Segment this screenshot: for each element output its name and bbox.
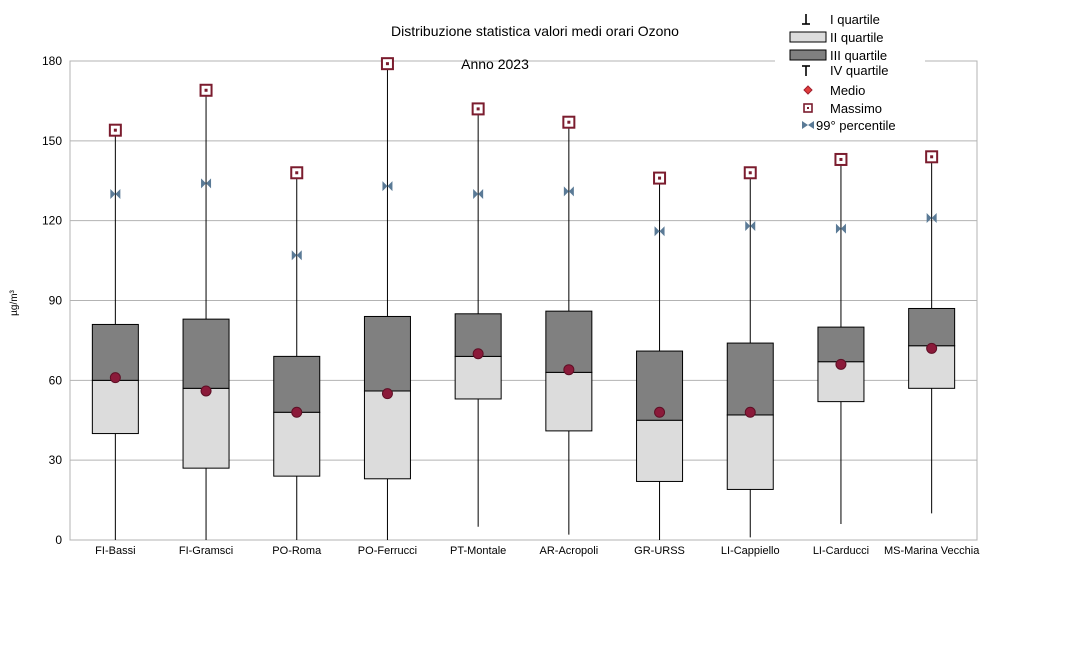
legend-label-mean: Medio [830, 83, 865, 98]
x-tick-label: AR-Acropoli [540, 545, 599, 557]
y-tick-label: 120 [42, 214, 62, 228]
y-tick-label: 150 [42, 134, 62, 148]
x-tick-label: PO-Ferrucci [358, 545, 417, 557]
box-third-quartile [91, 323, 139, 381]
x-tick-label: LI-Carducci [813, 545, 869, 557]
mean-marker [200, 385, 212, 397]
box-second-quartile [636, 419, 684, 482]
mean-marker [381, 388, 393, 400]
mean-marker [926, 342, 938, 354]
legend-background [775, 8, 925, 138]
mean-marker [835, 358, 847, 370]
p99-marker [291, 250, 302, 261]
max-marker-center [658, 176, 662, 180]
box-second-quartile [91, 379, 139, 435]
box-gr-urss [636, 171, 684, 540]
y-tick-label: 60 [49, 373, 63, 387]
p99-marker [382, 181, 393, 192]
box-third-quartile [726, 342, 774, 416]
y-tick-label: 0 [55, 533, 62, 547]
box-li-carducci [817, 152, 865, 525]
legend-symbol-q3 [789, 49, 827, 61]
box-fi-gramsci [182, 83, 230, 540]
mean-marker [472, 348, 484, 360]
box-third-quartile [273, 355, 321, 413]
p99-marker [563, 186, 574, 197]
max-marker-center [476, 107, 480, 111]
x-tick-label: LI-Cappiello [721, 545, 780, 557]
x-tick-label: GR-URSS [634, 545, 685, 557]
box-third-quartile [182, 318, 230, 389]
box-ms-marina-vecchia [908, 150, 956, 514]
box-po-ferrucci [363, 57, 411, 540]
box-li-cappiello [726, 166, 774, 538]
mean-marker [563, 364, 575, 376]
y-tick-label: 30 [49, 453, 63, 467]
max-marker-center [295, 171, 299, 175]
legend-symbol-p99 [802, 121, 814, 129]
legend-symbol-q4 [802, 65, 810, 76]
y-tick-label: 90 [49, 294, 63, 308]
box-ar-acropoli [545, 115, 593, 535]
legend: I quartile II quartile III quartile IV q… [775, 8, 925, 138]
legend-symbol-mean [803, 85, 813, 95]
legend-label-p99: 99° percentile [816, 118, 896, 133]
box-third-quartile [363, 315, 411, 392]
x-axis-tick-labels: FI-Bassi FI-Gramsci PO-Roma PO-Ferrucci PT-M… [95, 545, 980, 557]
y-axis-label: µg/m³ [9, 289, 20, 315]
max-marker-center [113, 128, 117, 132]
y-axis-tick-labels: 0 30 60 90 120 150 180 [42, 54, 62, 547]
mean-marker [744, 406, 756, 418]
y-tick-label: 180 [42, 54, 62, 68]
x-tick-label: FI-Gramsci [179, 545, 233, 557]
legend-symbol-q1 [802, 14, 810, 25]
box-series [91, 57, 956, 540]
plot-area-border [69, 60, 978, 541]
mean-marker [654, 406, 666, 418]
chart-subtitle: Anno 2023 [461, 56, 529, 72]
box-second-quartile [726, 414, 774, 490]
p99-marker [835, 223, 846, 234]
box-second-quartile [545, 371, 593, 432]
p99-marker [654, 226, 665, 237]
box-second-quartile [454, 355, 502, 400]
max-marker-center [385, 62, 389, 66]
box-third-quartile [545, 310, 593, 373]
box-third-quartile [908, 307, 956, 347]
max-marker-center [748, 171, 752, 175]
max-marker-center [839, 157, 843, 161]
mean-marker [109, 372, 121, 384]
legend-symbol-q2 [789, 31, 827, 43]
p99-marker [745, 220, 756, 231]
legend-label-q2: II quartile [830, 30, 883, 45]
legend-label-max: Massimo [830, 101, 882, 116]
p99-marker [926, 213, 937, 224]
box-po-roma [273, 166, 321, 540]
p99-marker [201, 178, 212, 189]
x-tick-label: MS-Marina Vecchia [884, 545, 980, 557]
legend-label-q3: III quartile [830, 48, 887, 63]
max-marker-center [204, 88, 208, 92]
box-third-quartile [817, 326, 865, 363]
legend-label-q4: IV quartile [830, 63, 889, 78]
x-tick-label: PO-Roma [272, 545, 322, 557]
box-second-quartile [273, 411, 321, 477]
legend-symbol-max [803, 103, 813, 113]
mean-marker [291, 406, 303, 418]
p99-marker [110, 189, 121, 200]
box-pt-montale [454, 102, 502, 527]
box-fi-bassi [91, 123, 139, 540]
max-marker-center [567, 120, 571, 124]
x-tick-label: FI-Bassi [95, 545, 135, 557]
chart-title: Distribuzione statistica valori medi ora… [391, 23, 679, 39]
max-marker-center [930, 155, 934, 159]
box-second-quartile [363, 390, 411, 480]
box-second-quartile [182, 387, 230, 469]
x-tick-label: PT-Montale [450, 545, 506, 557]
legend-label-q1: I quartile [830, 12, 880, 27]
p99-marker [473, 189, 484, 200]
